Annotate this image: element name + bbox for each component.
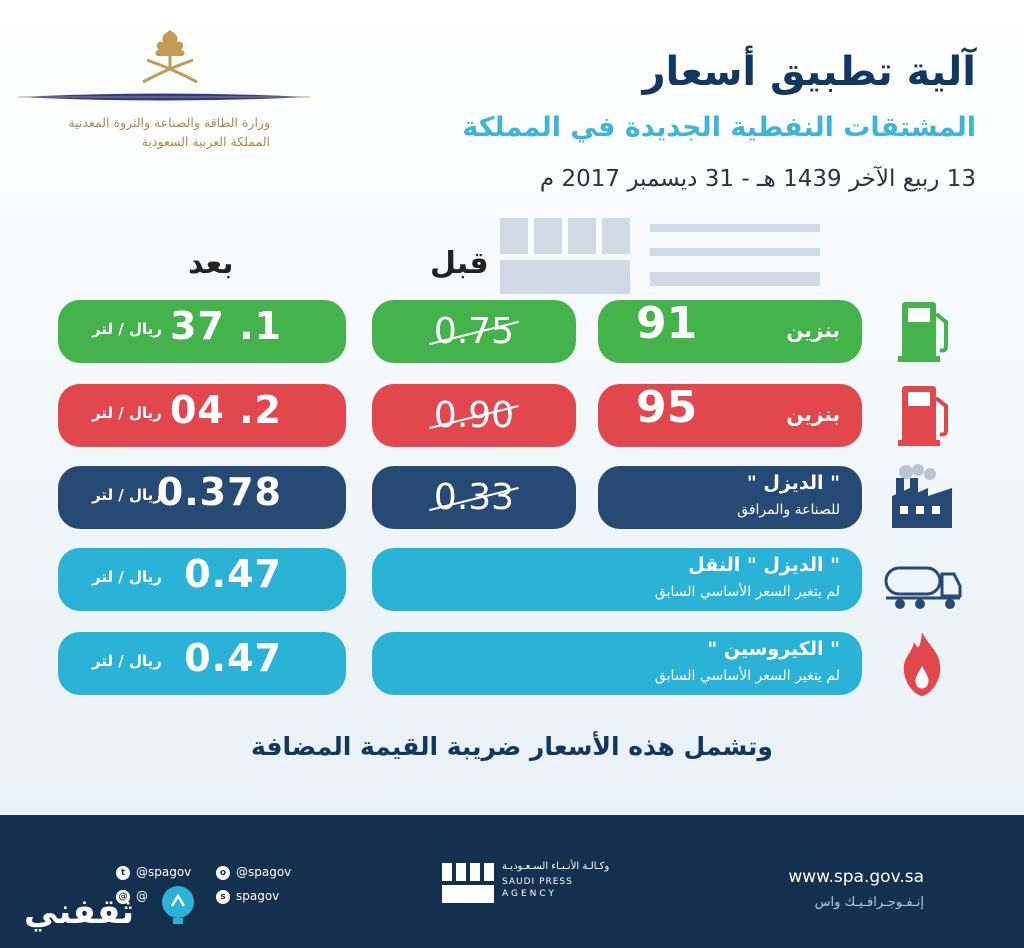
new-price: 0.378 [156, 470, 282, 514]
price-after-91: 1. 37 ريال / لتر [58, 300, 346, 363]
fuel-label: بنزين [786, 318, 840, 342]
spa-monogram-icon [442, 863, 494, 903]
fuel-name-diesel-transport: " الديزل " النقل لم يتغير السعر الأساسي … [372, 548, 862, 611]
fuel-name-95: 95 بنزين [598, 382, 862, 447]
price-before-95: 0.90 [372, 384, 576, 447]
extra-handle[interactable]: @ @ [116, 889, 148, 904]
price-unit: ريال / لتر [92, 486, 162, 504]
fuel-label: " الكيروسين " [707, 638, 840, 660]
fuel-pump-red-icon [898, 386, 948, 446]
page-subtitle: المشتقات النفطية الجديدة في المملكة [462, 112, 976, 143]
spa-watermark [500, 218, 820, 294]
spa-logo: وكـالـة الأنـبـاء السـعـوديـة SAUDI PRES… [442, 861, 609, 907]
price-unit: ريال / لتر [92, 320, 162, 338]
date-line: 13 ربيع الآخر 1439 هـ - 31 ديسمبر 2017 م [539, 166, 976, 192]
website-link[interactable]: www.spa.gov.sa [788, 867, 924, 887]
fuel-name-diesel-industry: " الديزل " للصناعة والمرافق [598, 466, 862, 529]
instagram-icon: o [216, 865, 230, 880]
twitter-handle[interactable]: t @spagov [116, 865, 191, 880]
fuel-label: " الديزل " [746, 472, 840, 494]
page-title: آلية تطبيق أسعار [642, 49, 976, 95]
ministry-line-2: المملكة العربية السعودية [141, 134, 270, 149]
ministry-line-1: وزارة الطاقة والصناعة والثروة المعدنية [68, 115, 270, 130]
column-header-before: قبل [430, 246, 489, 281]
instagram-handle[interactable]: o @spagov [216, 865, 291, 880]
footer: ثقفني t @spagov @ @ o @spagov s spagov [0, 815, 1024, 948]
new-price: 2. 04 [169, 388, 282, 432]
fuel-name-91: 91 بنزين [598, 298, 862, 363]
twitter-icon: t [116, 865, 130, 880]
snapchat-handle[interactable]: s spagov [216, 889, 279, 904]
tanker-truck-icon [884, 566, 962, 609]
brand-logo: ثقفني [18, 882, 194, 942]
column-header-after: بعد [188, 246, 234, 281]
fuel-sublabel: لم يتغير السعر الأساسي السابق [654, 668, 840, 684]
new-price: 0.47 [184, 552, 282, 596]
factory-icon [892, 464, 952, 528]
saudi-emblem-icon [142, 30, 198, 84]
fuel-name-kerosene: " الكيروسين " لم يتغير السعر الأساسي الس… [372, 632, 862, 695]
ministry-divider [18, 93, 310, 101]
brand-name: ثقفني [24, 892, 134, 932]
ministry-name: وزارة الطاقة والصناعة والثروة المعدنية ا… [20, 113, 270, 151]
price-after-kerosene: 0.47 ريال / لتر [58, 632, 346, 695]
price-unit: ريال / لتر [92, 568, 162, 586]
agency-name-en-2: AGENCY [502, 889, 558, 899]
price-before-91: 0.75 [372, 300, 576, 363]
grade-number: 91 [636, 298, 698, 349]
price-after-95: 2. 04 ريال / لتر [58, 384, 346, 447]
at-icon: @ [116, 889, 130, 904]
fuel-sublabel: لم يتغير السعر الأساسي السابق [654, 584, 840, 600]
new-price: 0.47 [184, 636, 282, 680]
price-unit: ريال / لتر [92, 404, 162, 422]
vat-note: وتشمل هذه الأسعار ضريبة القيمة المضافة [251, 732, 773, 761]
agency-name-en: SAUDI PRESS [502, 877, 573, 887]
lightbulb-icon [162, 886, 194, 924]
fuel-pump-green-icon [898, 302, 948, 362]
fuel-sublabel: للصناعة والمرافق [737, 502, 840, 518]
flame-drop-icon [903, 632, 941, 696]
price-unit: ريال / لتر [92, 652, 162, 670]
snapchat-icon: s [216, 889, 230, 904]
grade-number: 95 [636, 382, 698, 433]
price-before-diesel-industry: 0.33 [372, 466, 576, 529]
price-after-diesel-transport: 0.47 ريال / لتر [58, 548, 346, 611]
fuel-label: " الديزل " النقل [688, 554, 840, 576]
fuel-label: بنزين [786, 402, 840, 426]
agency-name-ar: وكـالـة الأنـبـاء السـعـوديـة [502, 861, 610, 872]
infographic-label: إنـفـوجـرافـيـك واس [814, 895, 924, 910]
new-price: 1. 37 [169, 304, 282, 348]
price-after-diesel-industry: 0.378 ريال / لتر [58, 466, 346, 529]
